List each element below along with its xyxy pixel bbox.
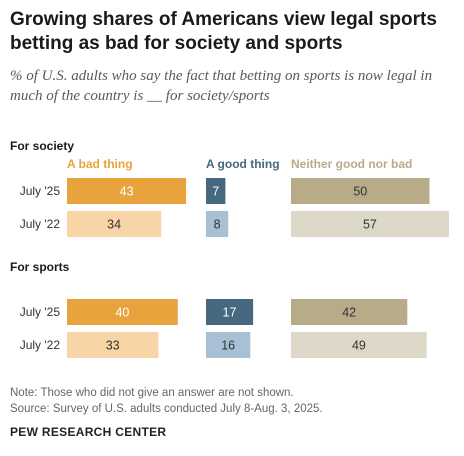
data-label-bad: 34: [107, 218, 121, 232]
bar-bad: [67, 178, 187, 204]
source-text: Source: Survey of U.S. adults conducted …: [10, 403, 323, 415]
data-label-neither: 42: [342, 306, 356, 320]
row-label: July '22: [20, 338, 61, 352]
bar-neither: [291, 332, 427, 358]
data-label-good: 8: [214, 218, 221, 232]
chart-subtitle: % of U.S. adults who say the fact that b…: [10, 68, 433, 104]
row-label: July '22: [20, 217, 61, 231]
bar-chart: A bad thing A good thing Neither good nor …: [10, 139, 449, 358]
bar-neither: [291, 211, 449, 237]
bar-good: [206, 178, 226, 204]
row-label: July '25: [20, 305, 61, 319]
data-label-neither: 49: [352, 339, 366, 353]
data-label-bad: 43: [120, 185, 134, 199]
bar-bad: [67, 299, 178, 325]
brand-logo-text: PEW RESEARCH CENTER: [10, 425, 167, 439]
data-label-good: 7: [212, 185, 219, 199]
legend-bad: A bad thing: [67, 157, 133, 171]
chart-footer: Note: Those who did not give an answer a…: [10, 385, 450, 417]
bar-bad: [67, 211, 162, 237]
group-label-0: For society: [10, 139, 74, 153]
bar-good: [206, 299, 254, 325]
chart-title: Growing shares of Americans view legal s…: [10, 9, 437, 54]
legend-neither: Neither good nor bad: [291, 157, 412, 171]
data-label-good: 16: [221, 339, 235, 353]
data-label-neither: 57: [363, 218, 377, 232]
data-label-good: 17: [223, 306, 237, 320]
group-label-1: For sports: [10, 260, 70, 274]
legend-good: A good thing: [206, 157, 280, 171]
bar-good: [206, 211, 229, 237]
data-label-bad: 40: [115, 306, 129, 320]
bar-neither: [291, 299, 408, 325]
bar-good: [206, 332, 251, 358]
data-label-bad: 33: [106, 339, 120, 353]
data-label-neither: 50: [353, 185, 367, 199]
bar-bad: [67, 332, 159, 358]
note-text: Note: Those who did not give an answer a…: [10, 387, 294, 399]
row-label: July '25: [20, 184, 61, 198]
bar-neither: [291, 178, 430, 204]
